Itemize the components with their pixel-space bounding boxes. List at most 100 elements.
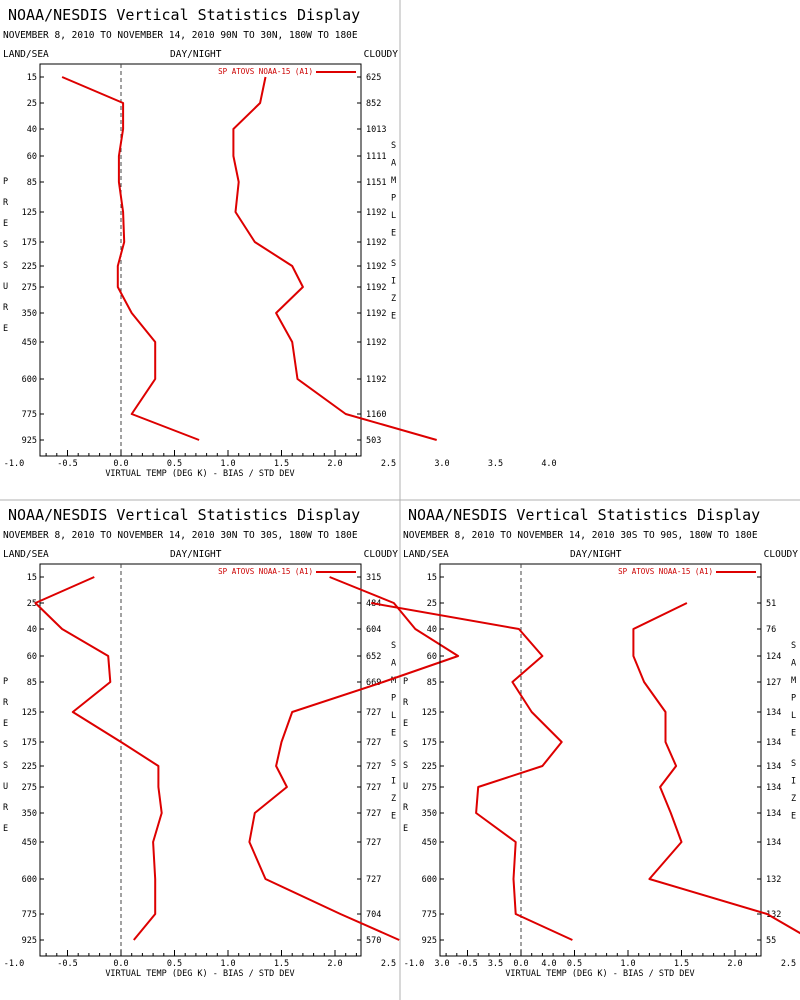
x-tick-label: 2.0 [727, 959, 742, 969]
header-day-night: DAY/NIGHT [170, 549, 222, 560]
y-tick-label: 225 [22, 262, 37, 272]
sample-size-label: 134 [766, 762, 781, 772]
y2-axis-label-letter: E [791, 729, 796, 739]
sample-size-label: 1151 [366, 178, 386, 188]
y-tick-label: 85 [27, 178, 37, 188]
bias-line [34, 576, 163, 941]
y-tick-label: 25 [427, 599, 437, 609]
sample-size-label: 727 [366, 783, 381, 793]
sample-size-label: 124 [766, 652, 781, 662]
sample-size-label: 1192 [366, 309, 386, 319]
y-tick-label: 225 [22, 762, 37, 772]
x-axis-label: VIRTUAL TEMP (DEG K) - BIAS / STD DEV [505, 969, 694, 979]
y-tick-label: 15 [427, 573, 437, 583]
bias-line [61, 76, 200, 441]
y-tick-label: 925 [22, 436, 37, 446]
sample-size-label: 727 [366, 738, 381, 748]
sample-size-label: 503 [366, 436, 381, 446]
y2-axis-label-letter: A [391, 659, 396, 669]
y2-axis-label-letter: S [791, 759, 796, 769]
legend-label: SP ATOVS NOAA-15 (A1) [218, 67, 313, 76]
y2-axis-label-letter: I [391, 777, 396, 787]
panel-1: NOAA/NESDIS Vertical Statistics Display N… [3, 6, 557, 479]
y2-axis-label-letter: L [391, 211, 396, 221]
sample-size-label: 315 [366, 573, 381, 583]
std-dev-line [248, 576, 460, 941]
y-tick-label: 450 [22, 838, 37, 848]
y-tick-label: 600 [22, 875, 37, 885]
y-tick-label: 450 [22, 338, 37, 348]
y-axis-label-letter: U [3, 782, 8, 792]
y-tick-label: 125 [22, 708, 37, 718]
y2-axis-label-letter: P [791, 694, 796, 704]
y2-axis-label-letter: A [791, 659, 796, 669]
y2-axis-label-letter: S [791, 641, 796, 651]
y-axis-label-letter: E [403, 824, 408, 834]
std-dev-line [232, 76, 437, 441]
sample-size-label: 1192 [366, 262, 386, 272]
y-axis-label-letter: E [403, 719, 408, 729]
y-tick-label: 450 [422, 838, 437, 848]
y-tick-label: 350 [422, 809, 437, 819]
x-tick-label: 0.0 [513, 959, 528, 969]
x-tick-label: 1.5 [274, 459, 289, 469]
panel-title: NOAA/NESDIS Vertical Statistics Display [8, 6, 360, 24]
x-tick-label: 4.0 [541, 459, 556, 469]
sample-size-label: 727 [366, 838, 381, 848]
x-tick-label: 2.5 [381, 959, 396, 969]
y-axis-label-letter: R [3, 803, 9, 813]
y2-axis-label-letter: I [791, 777, 796, 787]
y-tick-label: 175 [22, 738, 37, 748]
y2-axis-label-letter: E [391, 729, 396, 739]
x-tick-label: 1.0 [220, 959, 235, 969]
y2-axis-label-letter: I [391, 277, 396, 287]
y-tick-label: 15 [27, 573, 37, 583]
y2-axis-label-letter: E [391, 812, 396, 822]
panel-2: NOAA/NESDIS Vertical Statistics Display N… [3, 506, 557, 979]
x-tick-label: 3.5 [488, 459, 503, 469]
y-tick-label: 775 [22, 410, 37, 420]
header-land-sea: LAND/SEA [3, 549, 49, 560]
y2-axis-label-letter: S [391, 141, 396, 151]
x-tick-label: 1.5 [674, 959, 689, 969]
plot-frame [39, 63, 362, 457]
sample-size-label: 625 [366, 73, 381, 83]
y-tick-label: 125 [422, 708, 437, 718]
y-axis-label-letter: U [3, 282, 8, 292]
header-day-night: DAY/NIGHT [170, 49, 222, 60]
y-tick-label: 350 [22, 309, 37, 319]
sample-size-label: 134 [766, 738, 781, 748]
y-tick-label: 125 [22, 208, 37, 218]
y-tick-label: 40 [27, 125, 37, 135]
y-tick-label: 225 [422, 762, 437, 772]
sample-size-label: 669 [366, 678, 381, 688]
y-axis-label-letter: P [403, 677, 408, 687]
y-axis-label-letter: S [3, 240, 8, 250]
sample-size-label: 570 [366, 936, 381, 946]
x-tick-label: -1.0 [4, 959, 24, 969]
y-tick-label: 775 [422, 910, 437, 920]
y-tick-label: 40 [427, 625, 437, 635]
sample-size-label: 134 [766, 783, 781, 793]
sample-size-label: 727 [366, 809, 381, 819]
x-tick-label: 1.0 [220, 459, 235, 469]
x-tick-label: 0.0 [113, 959, 128, 969]
x-tick-label: 2.0 [327, 959, 342, 969]
x-tick-label: 1.5 [274, 959, 289, 969]
y2-axis-label-letter: P [391, 694, 396, 704]
x-tick-label: 4.0 [541, 959, 556, 969]
x-tick-label: -1.0 [404, 959, 424, 969]
x-tick-label: 2.0 [327, 459, 342, 469]
y-axis-label-letter: S [3, 761, 8, 771]
y-tick-label: 275 [22, 283, 37, 293]
std-dev-line [632, 602, 800, 935]
header-cloudy: CLOUDY [764, 549, 799, 560]
y-tick-label: 25 [27, 99, 37, 109]
y-tick-label: 85 [427, 678, 437, 688]
sample-size-label: 1192 [366, 375, 386, 385]
plot-frame [439, 563, 762, 957]
sample-size-label: 1111 [366, 152, 386, 162]
y-tick-label: 15 [27, 73, 37, 83]
sample-size-label: 1192 [366, 338, 386, 348]
